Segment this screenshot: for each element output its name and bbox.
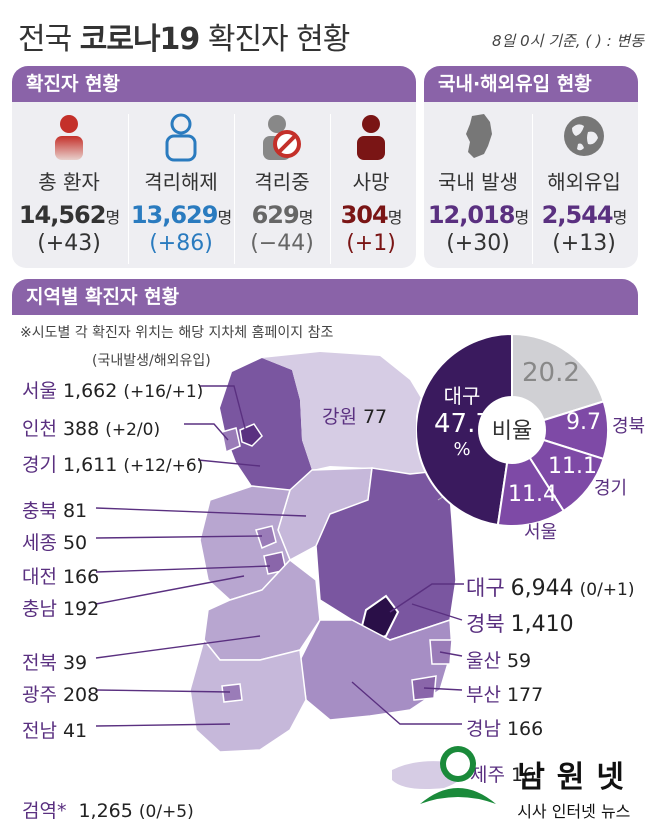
region-jeonnam: 전남 41	[22, 720, 88, 742]
pie-label-daegu: 대구 47.7 %	[434, 384, 492, 460]
region-gyeongnam: 경남 166	[466, 718, 544, 740]
region-incheon: 인천 388 (+2/0)	[22, 418, 161, 440]
region-ulsan: 울산 59	[466, 650, 532, 672]
map-region-gyeongnam	[299, 618, 453, 721]
pie-slice-0	[416, 332, 513, 527]
status-panel: 총 환자 14,562명 (+43) 격리해제 13,629명 (+86) 격리…	[12, 102, 416, 268]
stat-released: 격리해제 13,629명 (+86)	[126, 112, 236, 256]
pie-label-gyeongbuk-value: 9.7	[566, 410, 601, 435]
origin-panel: 국내 발생 12,018명 (+30) 해외유입 2,544명 (+13)	[424, 102, 638, 268]
quarantine: 검역* 1,265 (0/+5)	[22, 800, 194, 822]
person-icon	[55, 115, 83, 160]
region-gwangju: 광주 208	[22, 684, 100, 706]
map-region-incheon	[221, 427, 241, 454]
origin-panel-header: 국내·해외유입 현황	[424, 66, 638, 102]
pie-center	[478, 396, 546, 464]
pie-label-gyeongbuk: 경북	[612, 416, 646, 437]
stat-isolated: 격리중 629명 (−44)	[230, 112, 334, 256]
regional-header: 지역별 확진자 현황	[12, 279, 638, 315]
region-seoul: 서울 1,662 (+16/+1)	[22, 380, 204, 402]
status-panel-header: 확진자 현황	[12, 66, 416, 102]
ratio-pie-chart: 비율	[416, 332, 609, 527]
map-region-gwangju	[221, 683, 243, 703]
region-gyeonggi: 경기 1,611 (+12/+6)	[22, 454, 204, 476]
region-chungnam: 충남 192	[22, 598, 100, 620]
pie-label-seoul: 서울	[524, 522, 558, 543]
page-title: 전국 코로나19 확진자 현황	[18, 22, 350, 57]
globe-icon	[564, 116, 604, 156]
region-sejong: 세종 50	[22, 532, 88, 554]
brand-tagline: 시사 인터넷 뉴스	[517, 802, 631, 821]
region-busan: 부산 177	[466, 684, 544, 706]
pie-label-gyeonggi: 경기	[594, 478, 628, 499]
region-jeju: 제주 16	[470, 764, 536, 786]
brand-logo-icon	[420, 746, 496, 804]
stat-domestic: 국내 발생 12,018명 (+30)	[424, 112, 532, 256]
korea-map-icon	[466, 114, 492, 158]
region-daejeon: 대전 166	[22, 566, 100, 588]
pie-label-seoul-value: 11.4	[508, 482, 557, 507]
region-gyeongbuk: 경북 1,410	[466, 612, 574, 637]
basis-note: 8일 0시 기준, ( ) : 변동	[491, 32, 644, 50]
map-region-sejong	[255, 525, 277, 550]
region-gangwon: 강원 77	[322, 406, 388, 428]
stat-overseas: 해외유입 2,544명 (+13)	[530, 112, 638, 256]
map-region-gyeongbuk	[315, 467, 457, 641]
regional-note: ※시도별 각 확진자 위치는 해당 지차체 홈페이지 참조	[20, 325, 334, 341]
pie-label-other: 20.2	[522, 358, 580, 388]
person-outline-icon	[165, 113, 197, 162]
map-region-gangwon	[262, 352, 448, 474]
brand: 남원넷 시사 인터넷 뉴스	[517, 752, 636, 822]
map-region-gyeonggi	[220, 358, 312, 490]
region-chungbuk: 충북 81	[22, 500, 88, 522]
pie-center-label: 비율	[492, 419, 532, 444]
pie-label-gyeonggi-value: 11.1	[548, 454, 597, 479]
region-daegu: 대구 6,944 (0/+1)	[466, 576, 635, 601]
brand-name: 남원넷	[517, 760, 636, 795]
region-jeonbuk: 전북 39	[22, 652, 88, 674]
person-prohibited-icon	[263, 115, 301, 160]
person-dark-icon	[357, 115, 385, 160]
regional-legend: (국내발생/해외유입)	[92, 353, 211, 369]
stat-deaths: 사망 304명 (+1)	[326, 112, 416, 256]
stat-total: 총 환자 14,562명 (+43)	[14, 112, 124, 256]
